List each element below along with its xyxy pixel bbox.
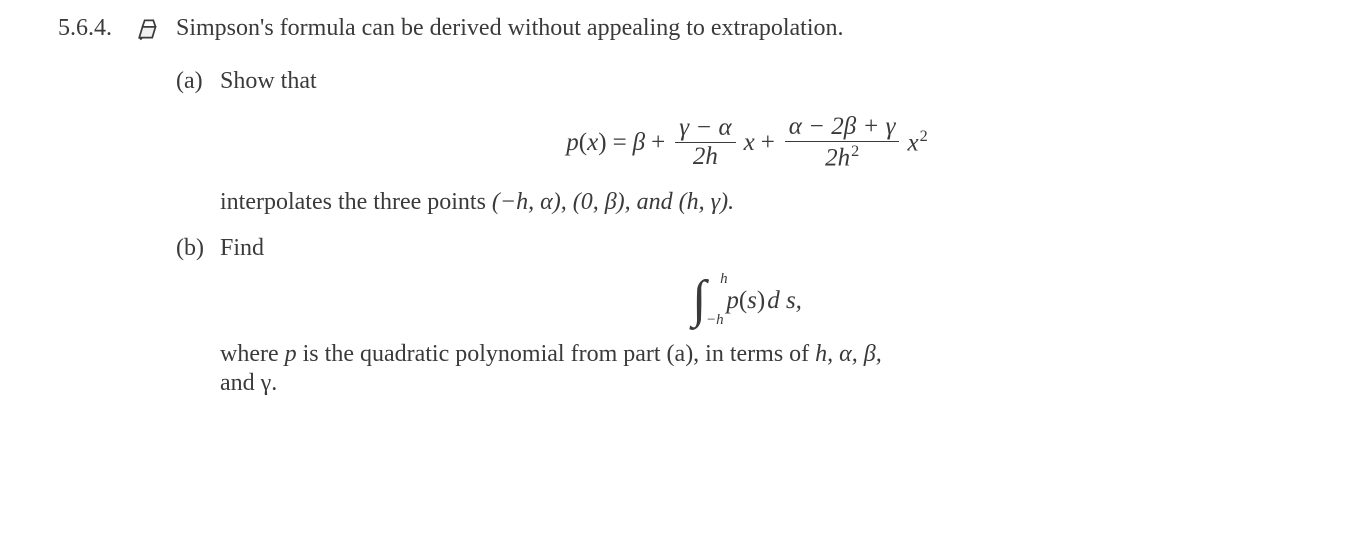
integral-lower: −h [706,313,724,328]
part-a-lead: Show that [220,68,317,94]
part-a-tail-pre: interpolates the three points [220,189,492,215]
part-b-label: (b) [176,232,220,264]
exercise-number: 5.6.4. [58,12,136,44]
var-p: p [285,341,297,367]
formula-term0: β [633,126,645,160]
part-a-formula: p(x) = β + γ − α 2h x + α − 2β + γ 2h2 x… [176,114,1318,172]
integrand-diff: d s, [767,287,802,314]
part-b-body: Find [220,232,1318,264]
part-a: (a) Show that [176,65,1318,97]
formula-frac2-den: 2h2 [825,142,859,172]
integrand-fn: p [726,287,739,314]
integrand-arg: s [747,287,757,314]
integral-upper: h [720,272,728,287]
part-b-tail-line1: where p is the quadratic polynomial from… [220,340,1318,369]
formula-frac1-num: γ − α [675,115,735,143]
formula-frac2: α − 2β + γ 2h2 [785,114,900,172]
formula-term2-post: x2 [907,126,927,160]
part-a-points: (−h, α), (0, β), and (h, γ). [492,189,734,215]
part-b-tail: where p is the quadratic polynomial from… [176,340,1318,398]
integral-sign: ∫ h −h [692,274,706,326]
part-b-lead: Find [220,235,264,261]
exercise-block: 5.6.4. Simpson's formula can be derived … [0,0,1358,398]
part-b: (b) Find [176,232,1318,264]
pencil-icon [136,12,176,51]
part-b-integral: ∫ h −h p(s)d s, [176,274,1318,326]
exercise-intro: Simpson's formula can be derived without… [176,12,1318,44]
exercise-header-row: 5.6.4. Simpson's formula can be derived … [58,12,1318,51]
part-a-label: (a) [176,65,220,97]
formula-frac1: γ − α 2h [675,115,735,171]
formula-frac2-num: α − 2β + γ [785,114,900,142]
formula-lhs-arg: x [587,126,598,160]
part-a-tail: interpolates the three points (−h, α), (… [176,186,1318,218]
formula-lhs-fn: p [566,126,579,160]
part-a-body: Show that [220,65,1318,97]
formula-term1-post: x [744,126,755,160]
part-b-tail-line2: and γ. [220,369,1318,398]
exercise-body: (a) Show that p(x) = β + γ − α 2h x + α … [176,65,1318,398]
vars-habg: h, α, β, [815,341,882,367]
formula-frac1-den: 2h [693,143,718,170]
